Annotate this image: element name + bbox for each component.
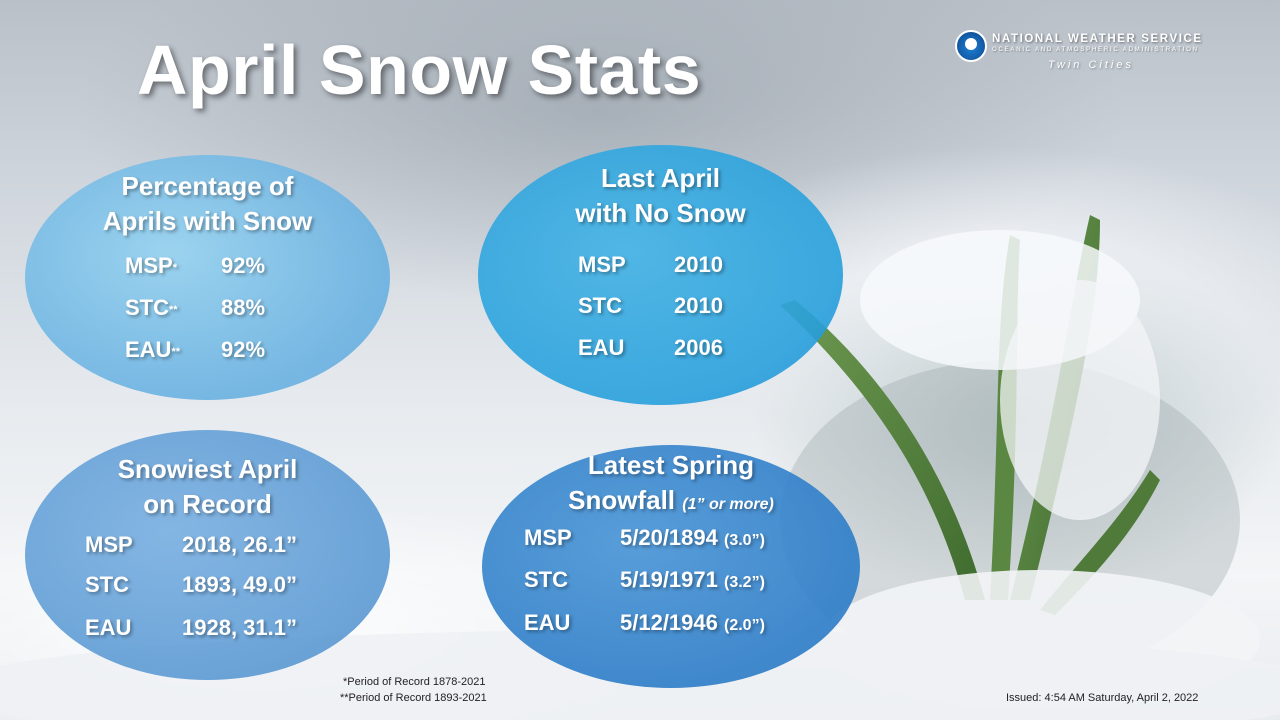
agency-name: NATIONAL WEATHER SERVICE [992,33,1203,45]
site-label: EAU [578,335,625,360]
site-label: STC [524,567,568,592]
panel-title-line: Aprils with Snow [102,206,313,236]
stat-row-msp: MSP 5/20/1894 (3.0”) [524,525,844,555]
noaa-logo-icon [955,30,987,62]
stat-value: 2010 [674,293,723,318]
panel-title-line: Latest Spring [587,450,755,480]
office-name: Twin Cities [1048,59,1134,71]
nws-logo-block: NATIONAL WEATHER SERVICE OCEANIC AND ATM… [955,30,1240,71]
panel-title-line: Snowiest April [117,454,298,484]
site-label: MSP [524,525,572,550]
footnote-por-1: *Period of Record 1878-2021 [343,676,486,688]
stat-value: 2006 [674,335,723,360]
stat-row-stc: STC** 88% [125,295,325,325]
site-label: STC [578,293,622,318]
site-label: EAU [524,610,571,635]
panel-title-note: (1” or more) [682,496,774,513]
stat-value: 5/20/1894 (3.0”) [620,525,765,550]
stat-row-msp: MSP 2018, 26.1” [85,532,365,562]
panel-title-line: Percentage of [121,171,294,201]
site-label: MSP [578,252,626,277]
stat-row-stc: STC 1893, 49.0” [85,572,365,602]
stat-value: 5/19/1971 (3.2”) [620,567,765,592]
latest-spring-snowfall-panel: Latest Spring Snowfall (1” or more) MSP … [482,445,860,688]
site-label: STC [85,572,129,597]
site-label: MSP [85,532,133,557]
stat-row-msp: MSP* 92% [125,253,325,283]
stat-row-stc: STC 2010 [578,293,778,323]
stat-row-eau: EAU** 92% [125,337,325,367]
snowiest-april-panel: Snowiest April on Record MSP 2018, 26.1”… [25,430,390,680]
site-label: EAU [85,615,132,640]
stat-row-eau: EAU 1928, 31.1” [85,615,365,645]
site-label: MSP* [125,253,177,278]
stat-value: 92% [221,253,266,278]
stat-value: 1893, 49.0” [182,572,297,597]
footnote-por-2: **Period of Record 1893-2021 [340,692,487,704]
stat-value: 2018, 26.1” [182,532,297,557]
stat-row-msp: MSP 2010 [578,252,778,282]
stat-value: 5/12/1946 (2.0”) [620,610,765,635]
stat-row-stc: STC 5/19/1971 (3.2”) [524,567,844,597]
stat-row-eau: EAU 5/12/1946 (2.0”) [524,610,844,640]
stat-value: 1928, 31.1” [182,615,297,640]
issued-timestamp: Issued: 4:54 AM Saturday, April 2, 2022 [1006,692,1199,704]
site-label: STC** [125,295,178,320]
percentage-aprils-snow-panel: Percentage of Aprils with Snow MSP* 92% … [25,155,390,400]
last-april-no-snow-panel: Last April with No Snow MSP 2010 STC 201… [478,145,843,405]
stat-value: 88% [221,295,266,320]
panel-title-line: with No Snow [575,198,746,228]
panel-title-line: on Record [143,489,272,519]
stat-value: 2010 [674,252,723,277]
site-label: EAU** [125,337,181,362]
page-title: April Snow Stats [137,31,702,109]
panel-title-line: Snowfall (1” or more) [568,485,774,515]
stat-value: 92% [221,337,266,362]
panel-title-line: Last April [601,163,720,193]
agency-subtitle: OCEANIC AND ATMOSPHERIC ADMINISTRATION [992,47,1199,53]
stat-row-eau: EAU 2006 [578,335,778,365]
